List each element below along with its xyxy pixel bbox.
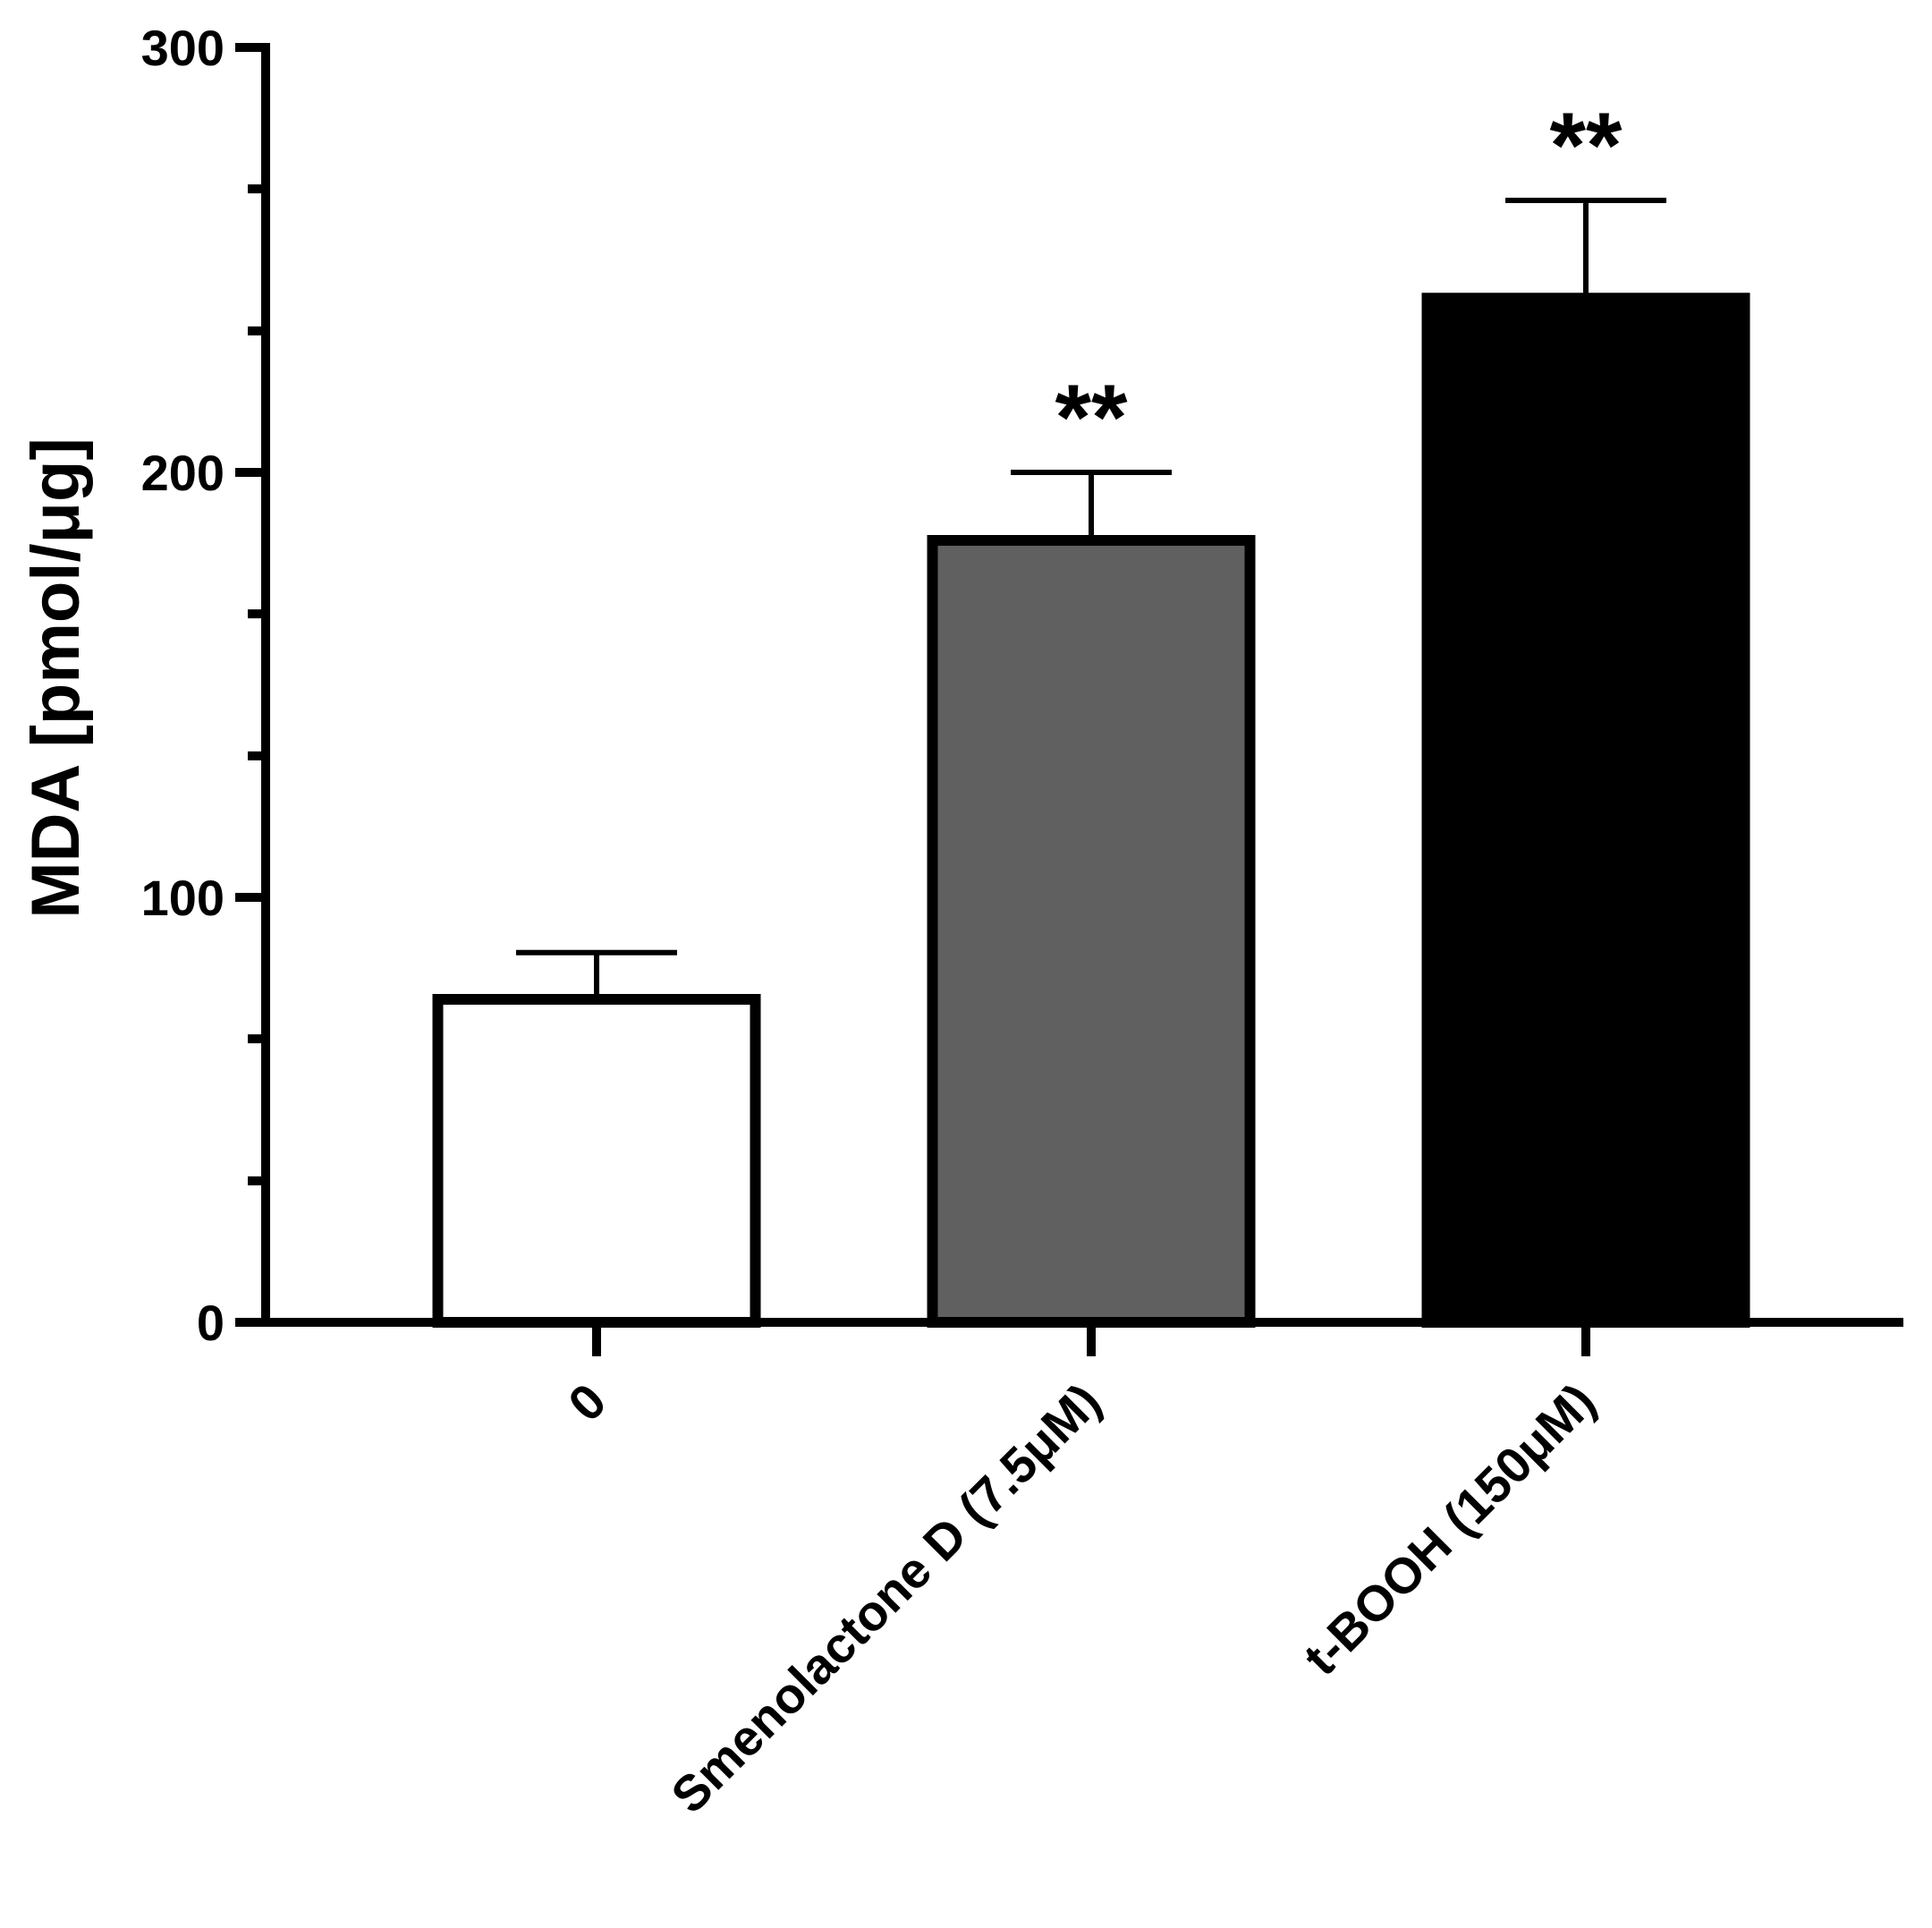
axes-layer bbox=[261, 43, 1903, 1327]
significance-marker: ** bbox=[1550, 94, 1623, 198]
bar bbox=[927, 535, 1256, 1328]
y-tick-label: 0 bbox=[197, 1295, 225, 1351]
significance-marker: ** bbox=[1055, 366, 1128, 470]
y-tick-label: 100 bbox=[141, 870, 225, 926]
y-tick-label: 200 bbox=[141, 445, 225, 501]
y-tick-label: 300 bbox=[141, 20, 225, 76]
y-axis-title: MDA [pmol/μg] bbox=[18, 437, 94, 919]
x-category-label: t-BOOH (150μM) bbox=[1292, 1372, 1606, 1686]
x-category-label: 0 bbox=[557, 1372, 617, 1432]
significance-layer: ** ** bbox=[1055, 94, 1623, 470]
bar bbox=[1421, 293, 1750, 1328]
error-bars-layer bbox=[516, 198, 1666, 999]
labels-layer: 0 100 200 300 0 Smenolactone D (7.5μM) t-BOOH … bbox=[141, 20, 1606, 1823]
ticks-layer bbox=[235, 43, 1590, 1356]
x-category-label: Smenolactone D (7.5μM) bbox=[660, 1372, 1111, 1823]
bar bbox=[432, 994, 761, 1328]
